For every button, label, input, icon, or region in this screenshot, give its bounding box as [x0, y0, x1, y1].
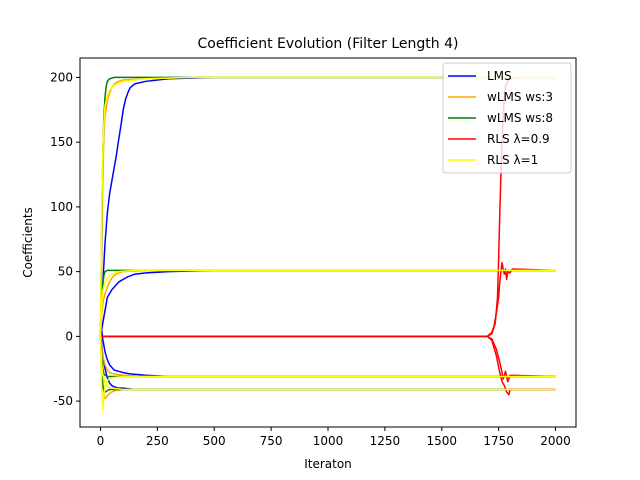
series-4-coefficient-1-line [99, 269, 556, 337]
y-tick-label: 0 [65, 329, 73, 343]
x-tick-label: 1000 [313, 434, 344, 448]
x-tick-label: 1500 [426, 434, 457, 448]
series-3-coefficient-1-line [100, 261, 556, 338]
legend: LMS wLMS ws:3 wLMS ws:8 RLS λ=0.9 RLS λ=1 [442, 62, 572, 174]
chart-title: Coefficient Evolution (Filter Length 4) [198, 36, 459, 52]
x-tick-label: 750 [260, 434, 283, 448]
x-tick-label: 1750 [483, 434, 514, 448]
y-axis-label: Coefficients [21, 207, 35, 278]
x-axis-label: Iteraton [304, 457, 352, 471]
x-tick-label: 250 [146, 434, 169, 448]
x-tick-label: 500 [203, 434, 226, 448]
series-4-coefficient-3-line [99, 336, 556, 391]
series-0-coefficient-2-line [99, 329, 556, 378]
series-3-coefficient-3-line [100, 335, 556, 396]
series-4-coefficient-0-line [99, 76, 556, 337]
x-tick-label: 2000 [540, 434, 571, 448]
series-0-coefficient-1-line [99, 269, 556, 337]
legend-label: RLS λ=0.9 [487, 132, 550, 146]
y-tick-label: 50 [58, 265, 73, 279]
y-tick-label: -50 [53, 394, 73, 408]
series-0-coefficient-0-line [99, 76, 556, 337]
series-layer [99, 76, 556, 411]
series-4-coefficient-2-line [99, 336, 556, 411]
legend-label: wLMS ws:3 [487, 90, 553, 104]
legend-label: wLMS ws:8 [487, 111, 553, 125]
y-tick-label: 100 [50, 200, 73, 214]
y-tick-label: 200 [50, 70, 73, 84]
y-tick-label: 150 [50, 135, 73, 149]
x-axis: 0 250 500 750 1000 1250 1500 1750 2000 [97, 427, 571, 448]
legend-label: LMS [487, 69, 512, 83]
legend-box [442, 62, 572, 174]
legend-label: RLS λ=1 [487, 153, 538, 167]
series-4 [99, 76, 556, 411]
x-tick-label: 0 [97, 434, 105, 448]
x-tick-label: 1250 [370, 434, 401, 448]
y-axis: -50 0 50 100 150 200 [50, 70, 80, 408]
